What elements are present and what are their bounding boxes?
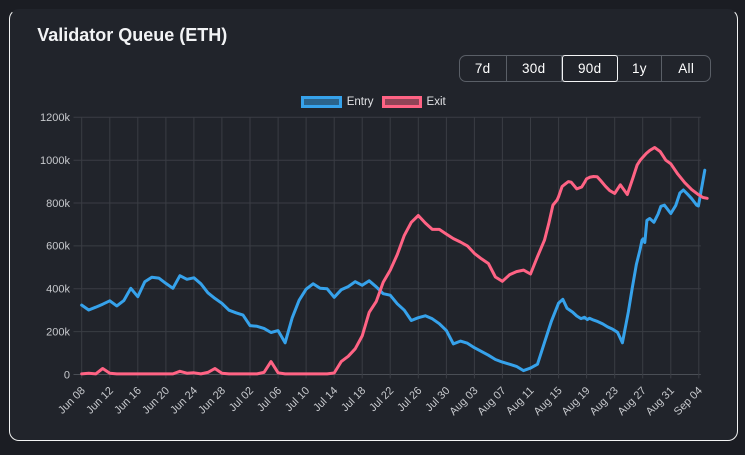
svg-text:Aug 23: Aug 23 — [588, 385, 621, 418]
svg-text:Jul 18: Jul 18 — [339, 385, 368, 414]
svg-text:400k: 400k — [46, 284, 70, 296]
svg-text:Sep 04: Sep 04 — [672, 385, 705, 418]
svg-text:Aug 19: Aug 19 — [560, 385, 593, 418]
svg-text:800k: 800k — [46, 198, 70, 210]
svg-text:Aug 07: Aug 07 — [475, 385, 508, 418]
svg-text:Jun 12: Jun 12 — [84, 385, 116, 417]
svg-text:600k: 600k — [46, 241, 70, 253]
svg-text:0: 0 — [64, 369, 70, 381]
svg-text:Jul 22: Jul 22 — [367, 385, 396, 414]
svg-text:200k: 200k — [46, 326, 70, 338]
svg-text:Jul 06: Jul 06 — [255, 385, 284, 414]
svg-text:Jul 10: Jul 10 — [283, 385, 312, 414]
svg-text:Aug 31: Aug 31 — [644, 385, 677, 418]
svg-text:Jul 02: Jul 02 — [227, 385, 256, 414]
svg-text:Jun 20: Jun 20 — [140, 385, 172, 417]
svg-text:1000k: 1000k — [40, 155, 70, 167]
svg-text:Jun 24: Jun 24 — [168, 385, 200, 417]
svg-text:Aug 11: Aug 11 — [504, 385, 537, 418]
svg-text:Jul 26: Jul 26 — [395, 385, 424, 414]
svg-text:Aug 03: Aug 03 — [447, 385, 480, 418]
svg-text:Aug 27: Aug 27 — [616, 385, 649, 418]
svg-text:Aug 15: Aug 15 — [532, 385, 565, 418]
svg-text:Jun 08: Jun 08 — [56, 385, 88, 417]
svg-text:Jun 16: Jun 16 — [112, 385, 144, 417]
svg-text:Jul 14: Jul 14 — [311, 385, 340, 414]
svg-text:Jun 28: Jun 28 — [196, 385, 228, 417]
svg-text:1200k: 1200k — [40, 112, 70, 124]
